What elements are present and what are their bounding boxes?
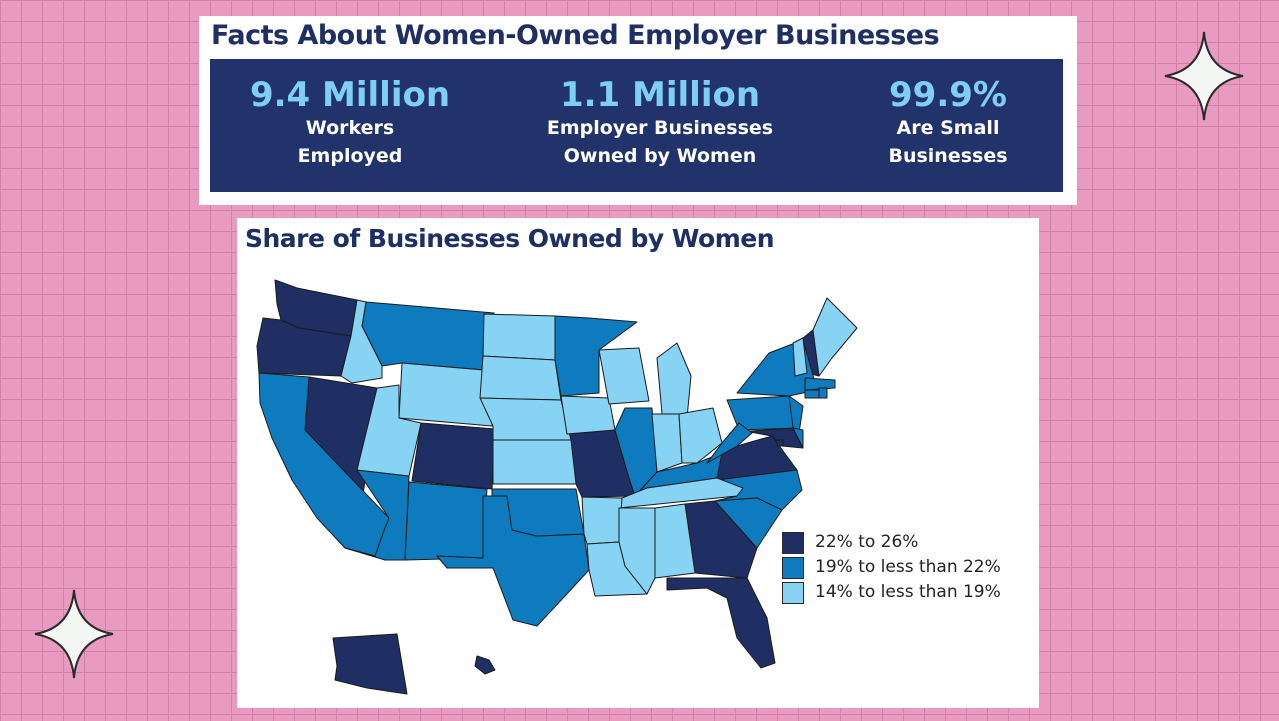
sparkle-icon — [34, 589, 114, 679]
state-mi — [656, 342, 692, 419]
state-id — [340, 299, 383, 384]
legend-label: 19% to less than 22% — [815, 557, 1001, 577]
stat-value: 9.4 Million — [249, 75, 451, 115]
stat-workers: 9.4 Million Workers Employed — [240, 75, 460, 171]
state-sc — [714, 497, 783, 549]
map-panel: Share of Businesses Owned by Women 22% t… — [237, 218, 1039, 708]
state-de — [792, 427, 804, 449]
state-ct — [804, 389, 820, 399]
state-ri — [818, 387, 828, 399]
state-ar — [581, 496, 623, 545]
stat-value: 99.9% — [889, 75, 1007, 115]
stat-label-line2: Employed — [297, 145, 403, 167]
state-ks — [492, 439, 577, 485]
state-co — [411, 422, 496, 490]
stat-value: 1.1 Million — [559, 75, 761, 115]
state-fl — [666, 577, 776, 669]
stat-label-line1: Employer Businesses — [546, 117, 774, 139]
legend-label: 22% to 26% — [815, 532, 919, 552]
legend-swatch — [782, 582, 804, 604]
stat-label-line2: Owned by Women — [563, 145, 757, 167]
state-wv — [706, 422, 753, 464]
legend-swatch — [782, 532, 804, 554]
state-ia — [560, 395, 616, 435]
state-wi — [598, 347, 650, 405]
state-ne — [479, 397, 572, 441]
legend-swatch — [782, 557, 804, 579]
state-nd — [482, 313, 556, 361]
stat-businesses: 1.1 Million Employer Businesses Owned by… — [528, 75, 792, 171]
state-oh — [678, 407, 723, 464]
state-ma — [804, 377, 836, 391]
sparkle-icon — [1164, 31, 1244, 121]
state-ak — [332, 633, 408, 695]
stat-small-businesses: 99.9% Are Small Businesses — [858, 75, 1038, 171]
facts-title: Facts About Women-Owned Employer Busines… — [211, 20, 940, 51]
state-me — [812, 297, 858, 377]
map-title: Share of Businesses Owned by Women — [245, 224, 775, 253]
state-al — [654, 503, 696, 579]
state-hi — [474, 655, 496, 675]
state-mt — [361, 301, 496, 372]
state-sd — [479, 355, 562, 401]
state-in — [651, 413, 683, 473]
facts-panel: Facts About Women-Owned Employer Busines… — [199, 16, 1077, 205]
state-vt — [792, 337, 808, 377]
state-ut — [356, 384, 422, 477]
state-dc — [776, 439, 784, 447]
us-map — [256, 279, 858, 695]
state-ok — [491, 488, 585, 537]
stat-label-line1: Are Small — [896, 117, 1000, 139]
facts-box: 9.4 Million Workers Employed 1.1 Million… — [210, 59, 1063, 192]
state-nm — [404, 481, 488, 561]
legend-label: 14% to less than 19% — [815, 582, 1001, 602]
stat-label-line2: Businesses — [888, 145, 1008, 167]
stat-label-line1: Workers — [305, 117, 395, 139]
state-wy — [398, 362, 496, 427]
